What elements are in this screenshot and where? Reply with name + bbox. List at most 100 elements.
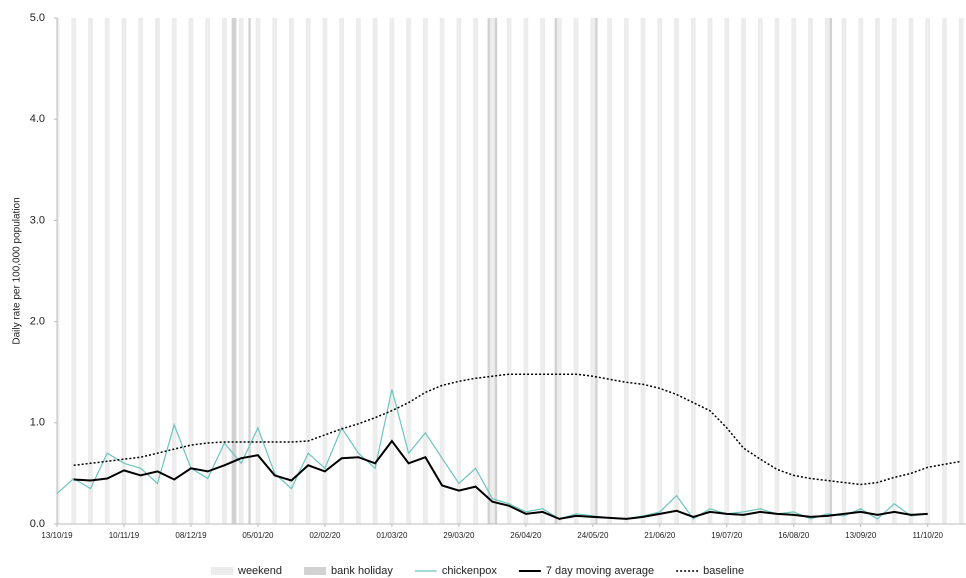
x-tick-label: 11/10/20 bbox=[912, 531, 943, 540]
x-tick-label: 26/04/20 bbox=[510, 531, 542, 540]
weekend-band bbox=[308, 18, 311, 524]
bank-holiday-band bbox=[554, 18, 557, 524]
weekend-band bbox=[674, 18, 677, 524]
weekend-band bbox=[339, 18, 342, 524]
weekend-band bbox=[174, 18, 177, 524]
weekend-band bbox=[422, 18, 426, 524]
weekend-band bbox=[944, 18, 947, 524]
weekend-band bbox=[910, 18, 914, 524]
weekend-band bbox=[121, 18, 124, 524]
legend-label: baseline bbox=[703, 565, 744, 577]
weekend-band bbox=[341, 18, 345, 524]
x-tick-label: 13/10/19 bbox=[41, 531, 73, 540]
weekend-band bbox=[473, 18, 476, 524]
x-tick-label: 29/03/20 bbox=[443, 531, 475, 540]
weekend-band bbox=[272, 18, 275, 524]
weekend-band bbox=[741, 18, 744, 524]
weekend-band bbox=[289, 18, 292, 524]
y-tick-label: 4.0 bbox=[30, 113, 45, 125]
weekend-band bbox=[356, 18, 359, 524]
weekend-band bbox=[592, 18, 596, 524]
shading-layer bbox=[57, 18, 964, 524]
weekend-band bbox=[777, 18, 780, 524]
weekend-band bbox=[107, 18, 110, 524]
weekend-band bbox=[57, 18, 60, 524]
weekend-band bbox=[257, 18, 261, 524]
weekend-band bbox=[523, 18, 526, 524]
weekend-band bbox=[710, 18, 713, 524]
x-tick-label: 08/12/19 bbox=[175, 531, 207, 540]
weekend-band bbox=[489, 18, 493, 524]
weekend-band bbox=[205, 18, 208, 524]
weekend-band bbox=[927, 18, 931, 524]
weekend-band bbox=[190, 18, 194, 524]
weekend-band bbox=[389, 18, 392, 524]
weekend-band bbox=[90, 18, 93, 524]
weekend-band bbox=[894, 18, 897, 524]
weekend-band bbox=[841, 18, 845, 524]
weekend-band bbox=[305, 18, 309, 524]
weekend-band bbox=[291, 18, 294, 524]
weekend-band bbox=[224, 18, 227, 524]
weekend-band bbox=[104, 18, 108, 524]
weekend-band bbox=[573, 18, 577, 524]
weekend-band bbox=[743, 18, 746, 524]
weekend-band bbox=[458, 18, 462, 524]
weekend-band bbox=[322, 18, 325, 524]
weekend-band bbox=[774, 18, 778, 524]
weekend-band bbox=[623, 18, 627, 524]
weekend-band bbox=[73, 18, 77, 524]
weekend-band bbox=[760, 18, 763, 524]
weekend-band bbox=[372, 18, 376, 524]
x-tick-label: 24/05/20 bbox=[577, 531, 609, 540]
weekend-band bbox=[408, 18, 412, 524]
weekend-band bbox=[274, 18, 278, 524]
weekend-band bbox=[506, 18, 510, 524]
weekend-band bbox=[439, 18, 443, 524]
weekend-band bbox=[492, 18, 495, 524]
weekend-band bbox=[576, 18, 579, 524]
weekend-band bbox=[442, 18, 445, 524]
weekend-band bbox=[559, 18, 562, 524]
weekend-band bbox=[724, 18, 727, 524]
weekend-band bbox=[791, 18, 794, 524]
weekend-band bbox=[657, 18, 660, 524]
weekend-band bbox=[123, 18, 127, 524]
legend-label: bank holiday bbox=[331, 565, 393, 577]
legend-label: weekend bbox=[237, 565, 282, 577]
weekend-band bbox=[877, 18, 880, 524]
legend-swatch bbox=[304, 567, 327, 575]
legend-label: 7 day moving average bbox=[546, 565, 654, 577]
weekend-band bbox=[238, 18, 242, 524]
weekend-band bbox=[222, 18, 225, 524]
weekend-band bbox=[875, 18, 878, 524]
weekend-band bbox=[241, 18, 244, 524]
weekend-band bbox=[425, 18, 428, 524]
weekend-band bbox=[693, 18, 696, 524]
weekend-band bbox=[690, 18, 694, 524]
weekend-band bbox=[659, 18, 663, 524]
weekend-band bbox=[475, 18, 479, 524]
weekend-band bbox=[324, 18, 328, 524]
x-tick-label: 02/02/20 bbox=[309, 531, 341, 540]
series-line bbox=[73, 439, 928, 520]
bank-holiday-band bbox=[829, 18, 833, 524]
bank-holiday-band bbox=[234, 18, 237, 524]
weekend-band bbox=[891, 18, 895, 524]
weekend-band bbox=[961, 18, 964, 524]
legend-swatch bbox=[211, 567, 233, 575]
legend-label: chickenpox bbox=[442, 565, 498, 577]
weekend-band bbox=[171, 18, 175, 524]
bank-holiday-band bbox=[248, 18, 251, 524]
weekend-band bbox=[858, 18, 861, 524]
weekend-band bbox=[375, 18, 378, 524]
weekend-band bbox=[808, 18, 811, 524]
weekend-band bbox=[207, 18, 211, 524]
weekend-band bbox=[757, 18, 761, 524]
weekend-band bbox=[860, 18, 864, 524]
weekend-band bbox=[509, 18, 512, 524]
weekend-band bbox=[676, 18, 679, 524]
weekend-band bbox=[525, 18, 529, 524]
weekend-band bbox=[71, 18, 74, 524]
weekend-band bbox=[908, 18, 911, 524]
